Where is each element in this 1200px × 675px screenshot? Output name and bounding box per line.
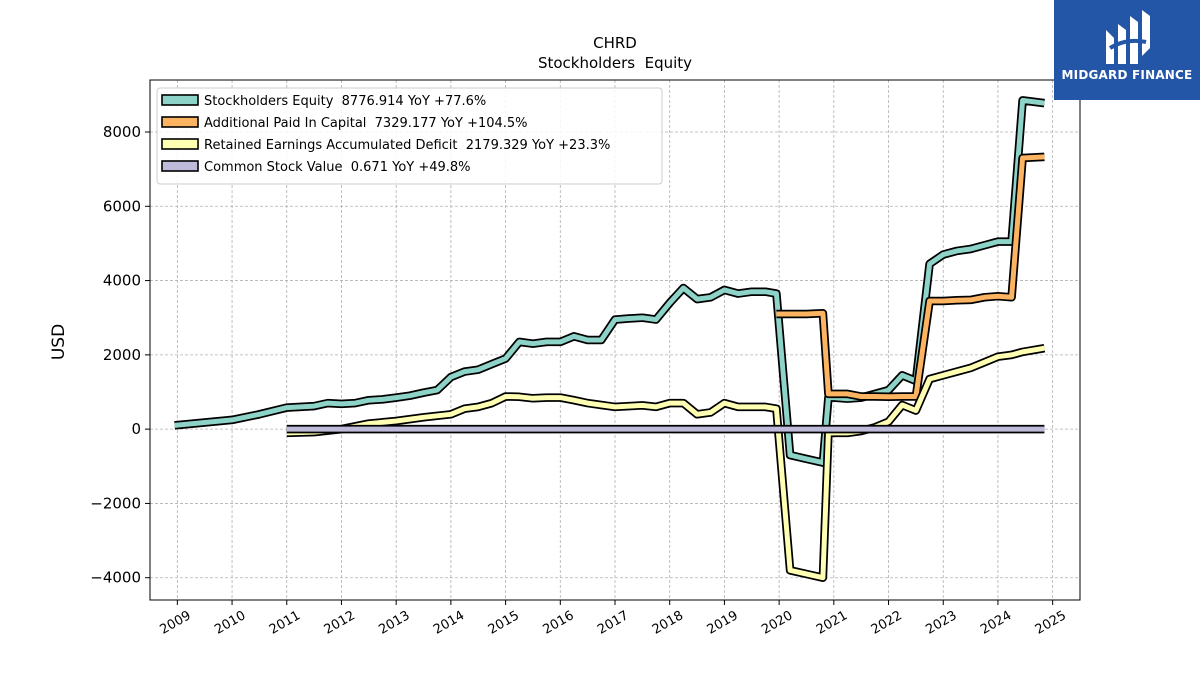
x-tick-label: 2021 <box>814 608 850 638</box>
x-tick-label: 2009 <box>158 608 194 638</box>
series-retained-earnings-accumulated-deficit <box>286 344 1046 582</box>
logo-text: MIDGARD FINANCE <box>1061 68 1193 82</box>
x-tick-label: 2010 <box>212 608 248 638</box>
legend-swatch <box>161 116 199 128</box>
y-tick-label: 6000 <box>103 197 141 215</box>
y-axis-label: USD <box>49 324 69 360</box>
y-tick-label: −2000 <box>90 494 141 512</box>
legend-swatch <box>161 138 199 150</box>
y-tick-label: 2000 <box>103 346 141 364</box>
x-tick-label: 2023 <box>923 608 959 638</box>
legend-entry: Retained Earnings Accumulated Deficit 21… <box>204 138 610 153</box>
series-outline <box>286 344 1046 582</box>
midgard-finance-logo: MIDGARD FINANCE <box>1054 0 1200 100</box>
series-lines <box>174 96 1046 582</box>
x-tick-label: 2017 <box>595 608 631 638</box>
legend-entry: Additional Paid In Capital 7329.177 YoY … <box>204 116 528 131</box>
series-line <box>776 154 1045 400</box>
series-line <box>286 345 1045 581</box>
legend: Stockholders Equity 8776.914 YoY +77.6% A… <box>156 87 663 185</box>
chart-title: CHRD <box>593 34 637 52</box>
legend-swatch <box>161 94 199 106</box>
legend-box <box>156 87 663 185</box>
legend-entry: Stockholders Equity 8776.914 YoY +77.6% <box>204 94 486 109</box>
series-line <box>174 97 1045 466</box>
series-additional-paid-in-capital <box>776 152 1045 402</box>
y-tick-label: 4000 <box>103 272 141 290</box>
y-tick-label: 8000 <box>103 123 141 141</box>
x-tick-label: 2016 <box>540 608 576 638</box>
y-tick-label: −4000 <box>90 569 141 587</box>
x-tick-label: 2013 <box>376 608 412 638</box>
x-tick-label: 2020 <box>759 608 795 638</box>
x-tick-label: 2015 <box>486 608 522 638</box>
y-tick-label: 0 <box>131 420 141 438</box>
legend-swatch <box>161 160 199 172</box>
midgard-logo-icon <box>1106 10 1150 64</box>
legend-entry: Common Stock Value 0.671 YoY +49.8% <box>204 160 471 175</box>
x-tick-label: 2011 <box>267 608 303 638</box>
x-tick-label: 2018 <box>650 608 686 638</box>
x-tick-label: 2022 <box>869 608 905 638</box>
series-stockholders-equity <box>174 96 1045 467</box>
x-tick-label: 2019 <box>705 608 741 638</box>
x-tick-label: 2012 <box>322 608 358 638</box>
x-tick-label: 2025 <box>1033 608 1069 638</box>
series-outline <box>776 152 1045 402</box>
chart-subtitle: Stockholders Equity <box>538 54 692 72</box>
x-tick-label: 2014 <box>431 608 467 638</box>
x-tick-label: 2024 <box>978 608 1014 638</box>
